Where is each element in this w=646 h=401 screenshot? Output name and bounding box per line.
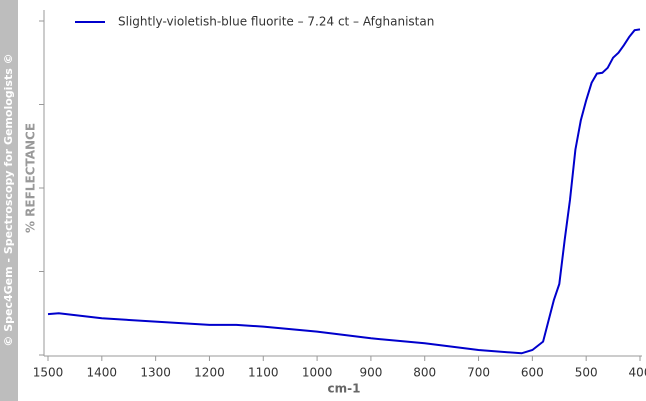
x-tick-label: 500	[575, 366, 598, 380]
x-tick-label: 400	[629, 366, 646, 380]
y-axis-label: % REFLECTANCE	[24, 123, 38, 233]
x-axis-label: cm-1	[328, 382, 361, 396]
x-tick-label: 600	[521, 366, 544, 380]
x-tick-label: 1200	[194, 366, 225, 380]
x-tick-label: 1300	[140, 366, 171, 380]
x-tick-label: 800	[413, 366, 436, 380]
x-tick-label: 1400	[87, 366, 118, 380]
x-tick-label: 700	[467, 366, 490, 380]
series-line	[47, 28, 641, 355]
x-tick-label: 1000	[302, 366, 333, 380]
x-tick-label: 900	[359, 366, 382, 380]
x-tick-label: 1100	[248, 366, 279, 380]
legend-label: Slightly-violetish-blue fluorite – 7.24 …	[118, 15, 434, 29]
watermark: © Spec4Gem - Spectroscopy for Gemologist…	[2, 53, 15, 346]
x-tick-label: 1500	[33, 366, 64, 380]
watermark-band	[0, 0, 18, 401]
